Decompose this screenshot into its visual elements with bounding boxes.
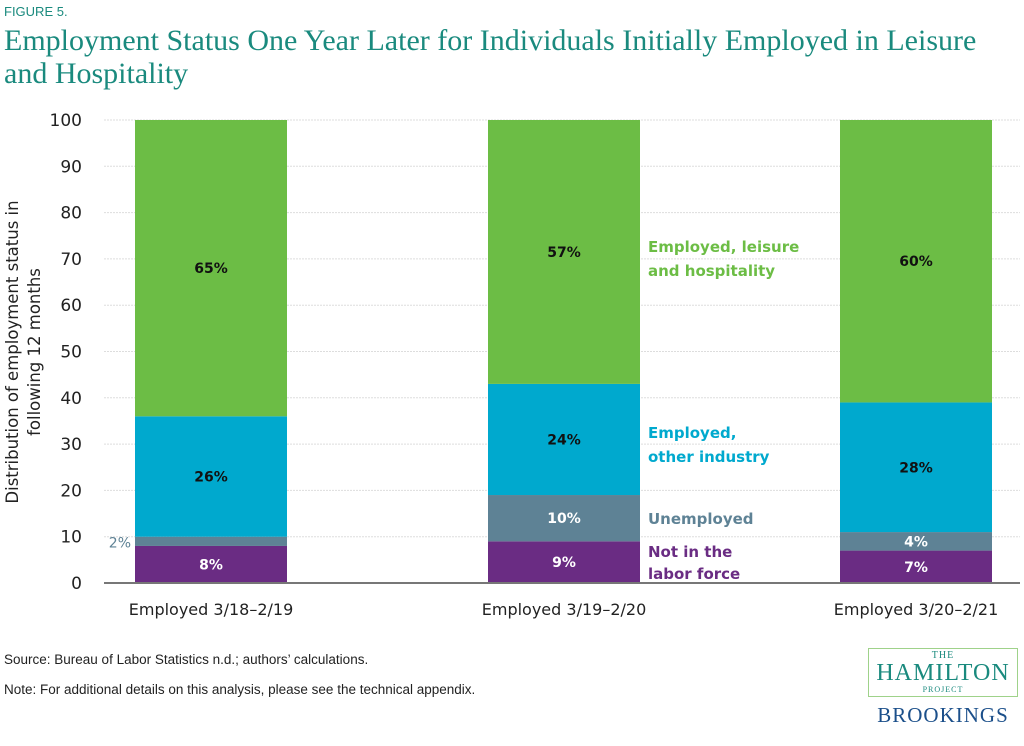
source-note: Source: Bureau of Labor Statistics n.d.;… (4, 652, 369, 667)
bar-segment (135, 120, 287, 417)
data-label: 57% (547, 245, 581, 261)
logo-project: PROJECT (922, 685, 964, 694)
chart-title: Employment Status One Year Later for Ind… (4, 24, 977, 90)
logo-hamilton: HAMILTON (876, 660, 1010, 686)
data-label: 60% (899, 254, 933, 270)
legend-label: Employed, (648, 424, 736, 442)
logo-brookings: BROOKINGS (877, 703, 1009, 727)
data-label: 65% (194, 261, 228, 277)
y-tick-label: 0 (71, 574, 82, 594)
bar-segment (135, 536, 287, 546)
data-label: 2% (109, 535, 131, 551)
y-tick-label: 70 (60, 250, 82, 270)
bar-segment (135, 416, 287, 537)
bar-segment (488, 120, 640, 384)
data-label: 10% (547, 511, 581, 527)
bar-segment (840, 402, 992, 533)
y-tick-label: 50 (60, 343, 82, 363)
y-tick-label: 20 (60, 481, 82, 501)
hamilton-brookings-logo: THE HAMILTON PROJECT BROOKINGS (868, 648, 1018, 728)
y-tick-label: 80 (60, 204, 82, 224)
x-tick-label: Employed 3/20–2/21 (834, 600, 999, 619)
y-tick-label: 100 (50, 111, 82, 131)
legend-label: Employed, leisure (648, 238, 799, 256)
y-tick-label: 30 (60, 435, 82, 455)
data-label: 8% (199, 557, 223, 573)
y-axis-label: Distribution of employment status in foll… (3, 200, 44, 503)
y-tick-label: 40 (60, 389, 82, 409)
legend-label: Not in the (648, 543, 732, 561)
legend-label: other industry (648, 448, 770, 466)
bar-segment (840, 550, 992, 583)
data-label: 24% (547, 432, 581, 448)
data-label: 28% (899, 460, 933, 476)
data-label: 9% (552, 555, 576, 571)
bar-segment (488, 383, 640, 496)
legend-label: Unemployed (648, 510, 754, 528)
bar-segment (840, 532, 992, 551)
x-tick-label: Employed 3/18–2/19 (129, 600, 294, 619)
bar-segment (488, 541, 640, 583)
legend-label: and hospitality (648, 262, 775, 280)
legend-label: labor force (648, 565, 740, 583)
x-tick-label: Employed 3/19–2/20 (482, 600, 647, 619)
data-label: 4% (904, 534, 928, 550)
data-label: 26% (194, 470, 228, 486)
footnote: Note: For additional details on this ana… (4, 682, 476, 697)
figure-label: FIGURE 5. (4, 4, 68, 19)
bar-segment (840, 120, 992, 403)
y-tick-label: 90 (60, 157, 82, 177)
y-tick-label: 10 (60, 528, 82, 548)
data-label: 7% (904, 560, 928, 576)
y-tick-label: 60 (60, 296, 82, 316)
bar-segment (135, 545, 287, 583)
logo-the: THE (931, 650, 955, 661)
bar-segment (488, 495, 640, 542)
